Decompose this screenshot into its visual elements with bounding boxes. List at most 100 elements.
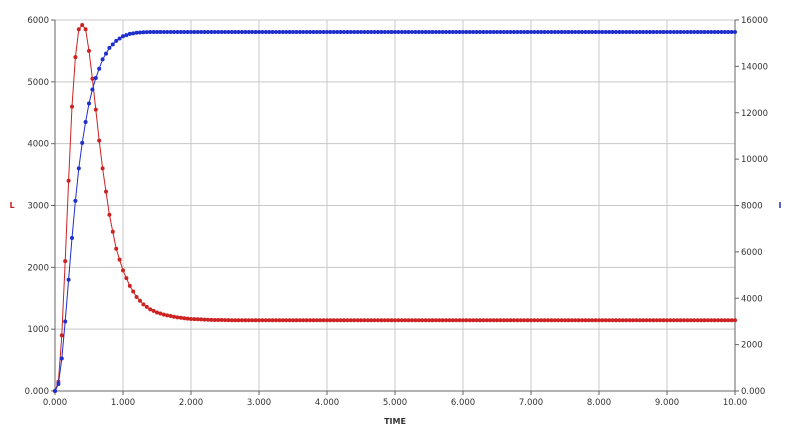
series-point-I-163	[607, 30, 612, 35]
series-point-L-140	[529, 318, 533, 323]
series-point-I-149	[559, 30, 564, 35]
series-point-L-98	[386, 318, 391, 323]
series-point-I-134	[508, 30, 513, 35]
series-point-L-157	[586, 318, 591, 323]
series-point-I-183	[675, 30, 680, 35]
series-point-I-85	[342, 30, 346, 35]
series-point-L-87	[348, 318, 353, 323]
series-point-I-0	[53, 389, 57, 393]
series-point-I-72	[297, 30, 302, 35]
series-point-L-26	[141, 302, 146, 307]
series-point-L-178	[658, 318, 663, 323]
series-point-L-46	[209, 317, 214, 322]
series-point-I-121	[464, 30, 469, 35]
series-point-L-120	[461, 318, 465, 323]
series-point-I-17	[110, 42, 115, 47]
series-point-L-34	[168, 314, 173, 319]
series-point-I-28	[148, 30, 153, 35]
series-point-L-38	[182, 316, 187, 321]
series-point-I-1	[56, 382, 61, 387]
series-point-I-167	[620, 30, 625, 35]
series-point-I-71	[294, 30, 299, 35]
series-point-L-76	[311, 318, 316, 323]
series-point-I-120	[461, 30, 465, 35]
y-left-tick-label-5: 5000	[27, 78, 49, 88]
series-point-L-101	[396, 318, 401, 323]
series-point-I-97	[382, 30, 387, 35]
y-right-tick-label-0: 0.000	[741, 387, 765, 397]
series-point-I-104	[406, 30, 411, 35]
series-point-L-177	[654, 318, 659, 323]
y-right-tick-label-3: 6000	[741, 248, 763, 258]
series-point-L-194	[712, 318, 717, 323]
series-point-L-154	[576, 318, 581, 323]
series-point-L-19	[117, 257, 122, 262]
x-axis-title: TIME	[384, 417, 406, 426]
series-point-L-132	[501, 318, 506, 323]
x-tick-label-6: 6.000	[451, 398, 475, 408]
series-L	[53, 22, 737, 393]
series-point-I-35	[172, 30, 176, 35]
series-point-L-143	[539, 318, 544, 323]
series-point-L-185	[682, 318, 686, 323]
series-point-I-194	[712, 30, 717, 35]
series-point-I-173	[641, 30, 646, 35]
series-point-I-90	[359, 30, 363, 35]
series-point-I-79	[321, 30, 326, 35]
series-point-L-37	[178, 315, 183, 320]
series-point-I-148	[556, 30, 561, 35]
series-point-L-145	[546, 318, 550, 323]
series-point-I-190	[699, 30, 703, 35]
series-point-I-81	[328, 30, 333, 35]
series-point-L-148	[556, 318, 561, 323]
series-point-I-137	[518, 30, 523, 35]
series-point-L-106	[413, 318, 418, 323]
series-point-L-107	[416, 318, 421, 323]
series-point-I-37	[178, 30, 183, 35]
series-point-L-136	[515, 318, 520, 323]
series-point-L-33	[165, 313, 170, 318]
series-point-I-156	[583, 30, 588, 35]
series-point-I-77	[314, 30, 319, 35]
series-point-L-105	[410, 318, 414, 323]
series-I	[53, 30, 737, 393]
series-point-I-126	[481, 30, 486, 35]
series-point-L-181	[668, 318, 673, 323]
series-point-I-155	[580, 30, 584, 35]
series-point-L-45	[206, 317, 210, 322]
series-point-L-162	[603, 318, 608, 323]
series-point-I-192	[705, 30, 710, 35]
series-point-I-199	[729, 30, 734, 35]
series-point-I-58	[250, 30, 255, 35]
series-point-L-172	[637, 318, 642, 323]
series-point-I-184	[678, 30, 683, 35]
series-point-L-24	[134, 295, 139, 300]
series-point-L-95	[376, 318, 380, 323]
series-point-I-3	[63, 319, 68, 324]
series-point-I-70	[291, 30, 295, 35]
series-point-L-92	[365, 318, 370, 323]
series-point-I-60	[257, 30, 261, 35]
series-point-I-4	[66, 277, 71, 282]
series-point-I-32	[161, 30, 166, 35]
series-point-L-80	[325, 318, 329, 323]
series-point-I-54	[236, 30, 241, 35]
series-point-I-159	[593, 30, 598, 35]
series-point-L-192	[705, 318, 710, 323]
series-point-I-122	[467, 30, 472, 35]
series-point-L-164	[610, 318, 615, 323]
series-point-I-76	[311, 30, 316, 35]
series-point-L-180	[665, 318, 669, 323]
series-point-L-118	[454, 318, 459, 323]
series-point-L-61	[260, 318, 265, 323]
series-point-I-59	[253, 30, 258, 35]
series-layer	[53, 22, 737, 393]
series-point-L-169	[627, 318, 632, 323]
series-point-I-40	[189, 30, 193, 35]
series-point-I-151	[566, 30, 571, 35]
series-point-L-54	[236, 318, 241, 323]
series-point-L-74	[304, 318, 309, 323]
series-point-I-164	[610, 30, 615, 35]
series-point-I-12	[93, 75, 98, 80]
